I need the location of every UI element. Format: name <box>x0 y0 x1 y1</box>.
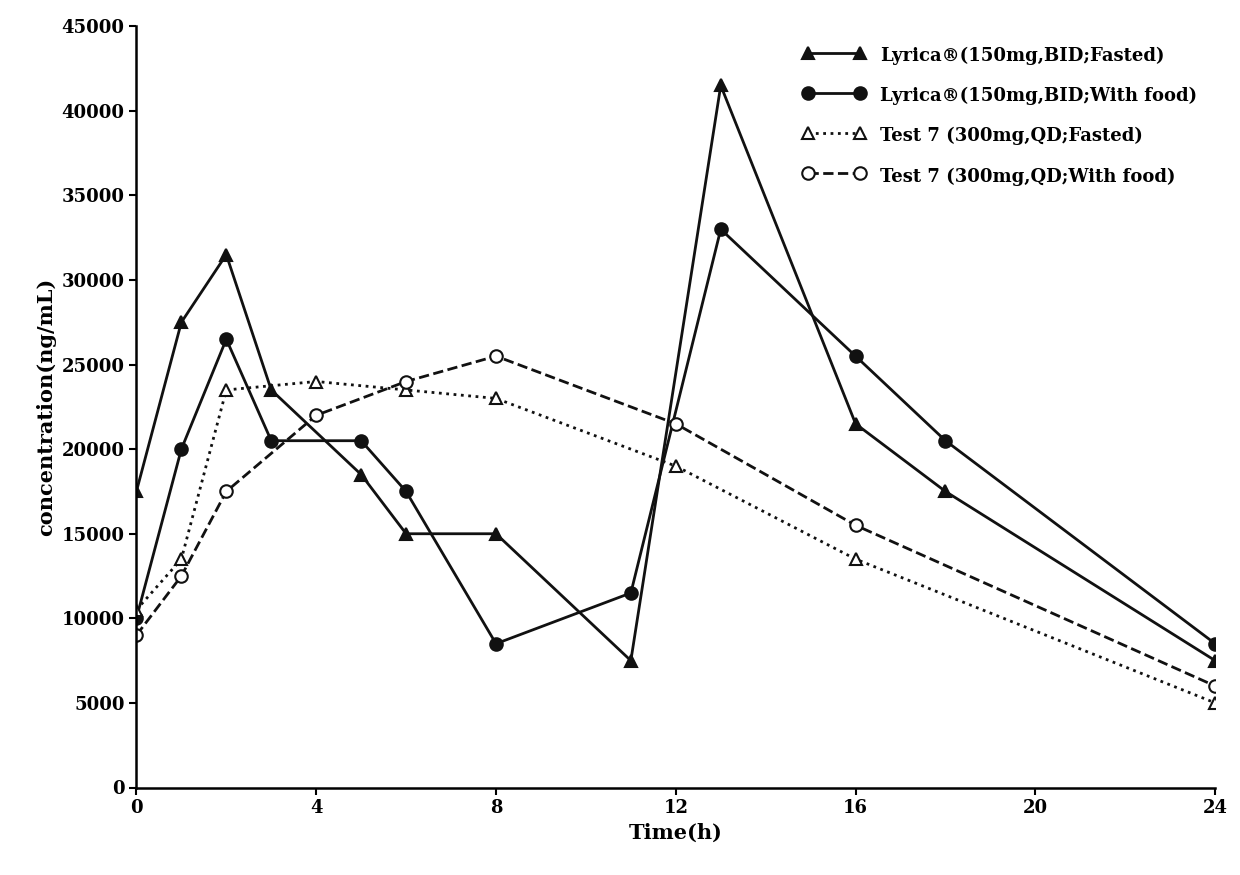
Lyrica®(150mg,BID;With food) <box>264 436 279 446</box>
Lyrica®(150mg,BID;With food) <box>624 588 639 598</box>
Line: Test 7 (300mg,QD;Fasted): Test 7 (300mg,QD;Fasted) <box>130 375 1221 709</box>
Test 7 (300mg,QD;Fasted) <box>489 393 503 403</box>
Lyrica®(150mg,BID;Fasted) <box>399 528 414 539</box>
Lyrica®(150mg,BID;Fasted) <box>848 418 863 429</box>
Test 7 (300mg,QD;With food) <box>399 376 414 387</box>
Test 7 (300mg,QD;With food) <box>129 630 144 640</box>
Test 7 (300mg,QD;Fasted) <box>309 376 324 387</box>
Line: Test 7 (300mg,QD;With food): Test 7 (300mg,QD;With food) <box>130 350 1221 692</box>
Lyrica®(150mg,BID;Fasted) <box>129 487 144 497</box>
Lyrica®(150mg,BID;With food) <box>937 436 952 446</box>
Lyrica®(150mg,BID;Fasted) <box>624 655 639 666</box>
Test 7 (300mg,QD;With food) <box>668 418 683 429</box>
Test 7 (300mg,QD;Fasted) <box>1208 697 1223 708</box>
Lyrica®(150mg,BID;With food) <box>218 334 233 345</box>
Test 7 (300mg,QD;With food) <box>309 410 324 421</box>
Lyrica®(150mg,BID;With food) <box>174 444 188 454</box>
Test 7 (300mg,QD;With food) <box>218 487 233 497</box>
Test 7 (300mg,QD;With food) <box>174 570 188 581</box>
Line: Lyrica®(150mg,BID;Fasted): Lyrica®(150mg,BID;Fasted) <box>130 80 1221 667</box>
Test 7 (300mg,QD;Fasted) <box>668 461 683 472</box>
Test 7 (300mg,QD;With food) <box>1208 681 1223 691</box>
Lyrica®(150mg,BID;With food) <box>353 436 368 446</box>
Legend: Lyrica®(150mg,BID;Fasted), Lyrica®(150mg,BID;With food), Test 7 (300mg,QD;Fasted: Lyrica®(150mg,BID;Fasted), Lyrica®(150mg… <box>794 35 1207 196</box>
X-axis label: Time(h): Time(h) <box>629 822 723 843</box>
Lyrica®(150mg,BID;With food) <box>399 487 414 497</box>
Line: Lyrica®(150mg,BID;With food): Lyrica®(150mg,BID;With food) <box>130 223 1221 650</box>
Test 7 (300mg,QD;With food) <box>848 520 863 530</box>
Test 7 (300mg,QD;Fasted) <box>848 554 863 564</box>
Lyrica®(150mg,BID;With food) <box>129 613 144 624</box>
Lyrica®(150mg,BID;Fasted) <box>264 385 279 396</box>
Lyrica®(150mg,BID;Fasted) <box>713 80 728 91</box>
Lyrica®(150mg,BID;Fasted) <box>1208 655 1223 666</box>
Lyrica®(150mg,BID;With food) <box>713 224 728 234</box>
Test 7 (300mg,QD;With food) <box>489 351 503 361</box>
Lyrica®(150mg,BID;With food) <box>1208 639 1223 649</box>
Test 7 (300mg,QD;Fasted) <box>218 385 233 396</box>
Lyrica®(150mg,BID;Fasted) <box>174 317 188 327</box>
Lyrica®(150mg,BID;Fasted) <box>937 487 952 497</box>
Lyrica®(150mg,BID;With food) <box>848 351 863 361</box>
Test 7 (300mg,QD;Fasted) <box>129 605 144 615</box>
Lyrica®(150mg,BID;Fasted) <box>489 528 503 539</box>
Lyrica®(150mg,BID;Fasted) <box>353 469 368 480</box>
Lyrica®(150mg,BID;With food) <box>489 639 503 649</box>
Lyrica®(150mg,BID;Fasted) <box>218 249 233 260</box>
Test 7 (300mg,QD;Fasted) <box>174 554 188 564</box>
Test 7 (300mg,QD;Fasted) <box>399 385 414 396</box>
Y-axis label: concentration(ng/mL): concentration(ng/mL) <box>36 277 56 536</box>
